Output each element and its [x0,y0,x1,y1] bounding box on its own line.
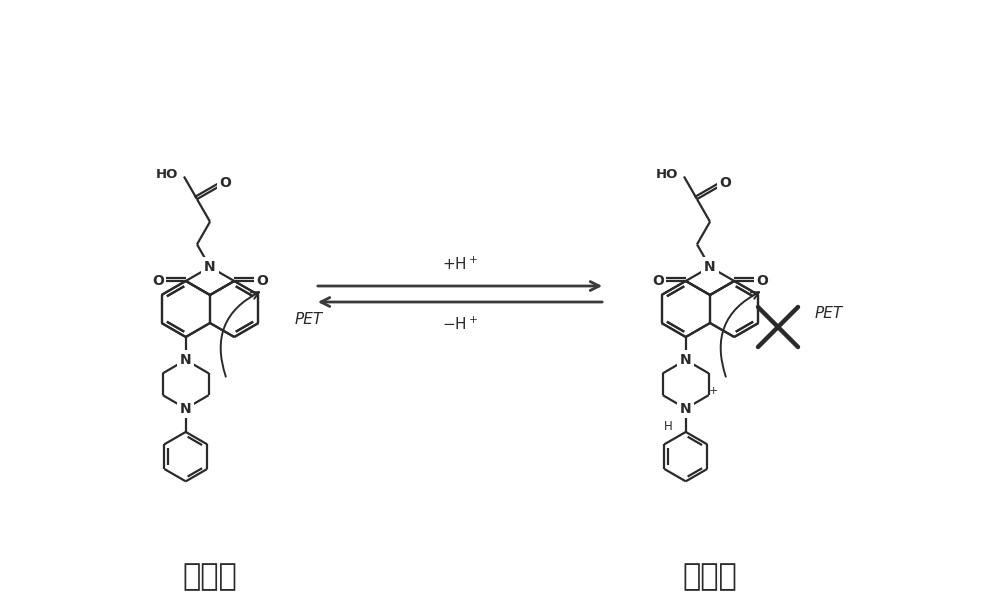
Text: O: O [756,274,768,288]
Text: N: N [680,353,692,367]
FancyArrowPatch shape [721,292,759,377]
Text: +: + [709,386,718,395]
Text: PET: PET [815,307,843,322]
Text: O: O [720,176,732,190]
Text: N: N [180,401,192,416]
Text: N: N [180,353,192,367]
Text: HO: HO [656,168,678,181]
Text: 无荧光: 无荧光 [183,562,237,591]
Text: 强荧光: 强荧光 [683,562,737,591]
Text: HO: HO [156,168,178,181]
Text: N: N [704,260,716,274]
FancyArrowPatch shape [221,292,259,377]
Text: H: H [663,420,672,433]
Text: PET: PET [295,311,323,326]
Text: +H$^+$: +H$^+$ [442,255,478,273]
Text: O: O [220,176,232,190]
Text: O: O [256,274,268,288]
Text: O: O [152,274,164,288]
Text: N: N [204,260,216,274]
Text: $-$H$^+$: $-$H$^+$ [442,315,478,332]
Text: O: O [652,274,664,288]
Text: N: N [680,401,692,416]
